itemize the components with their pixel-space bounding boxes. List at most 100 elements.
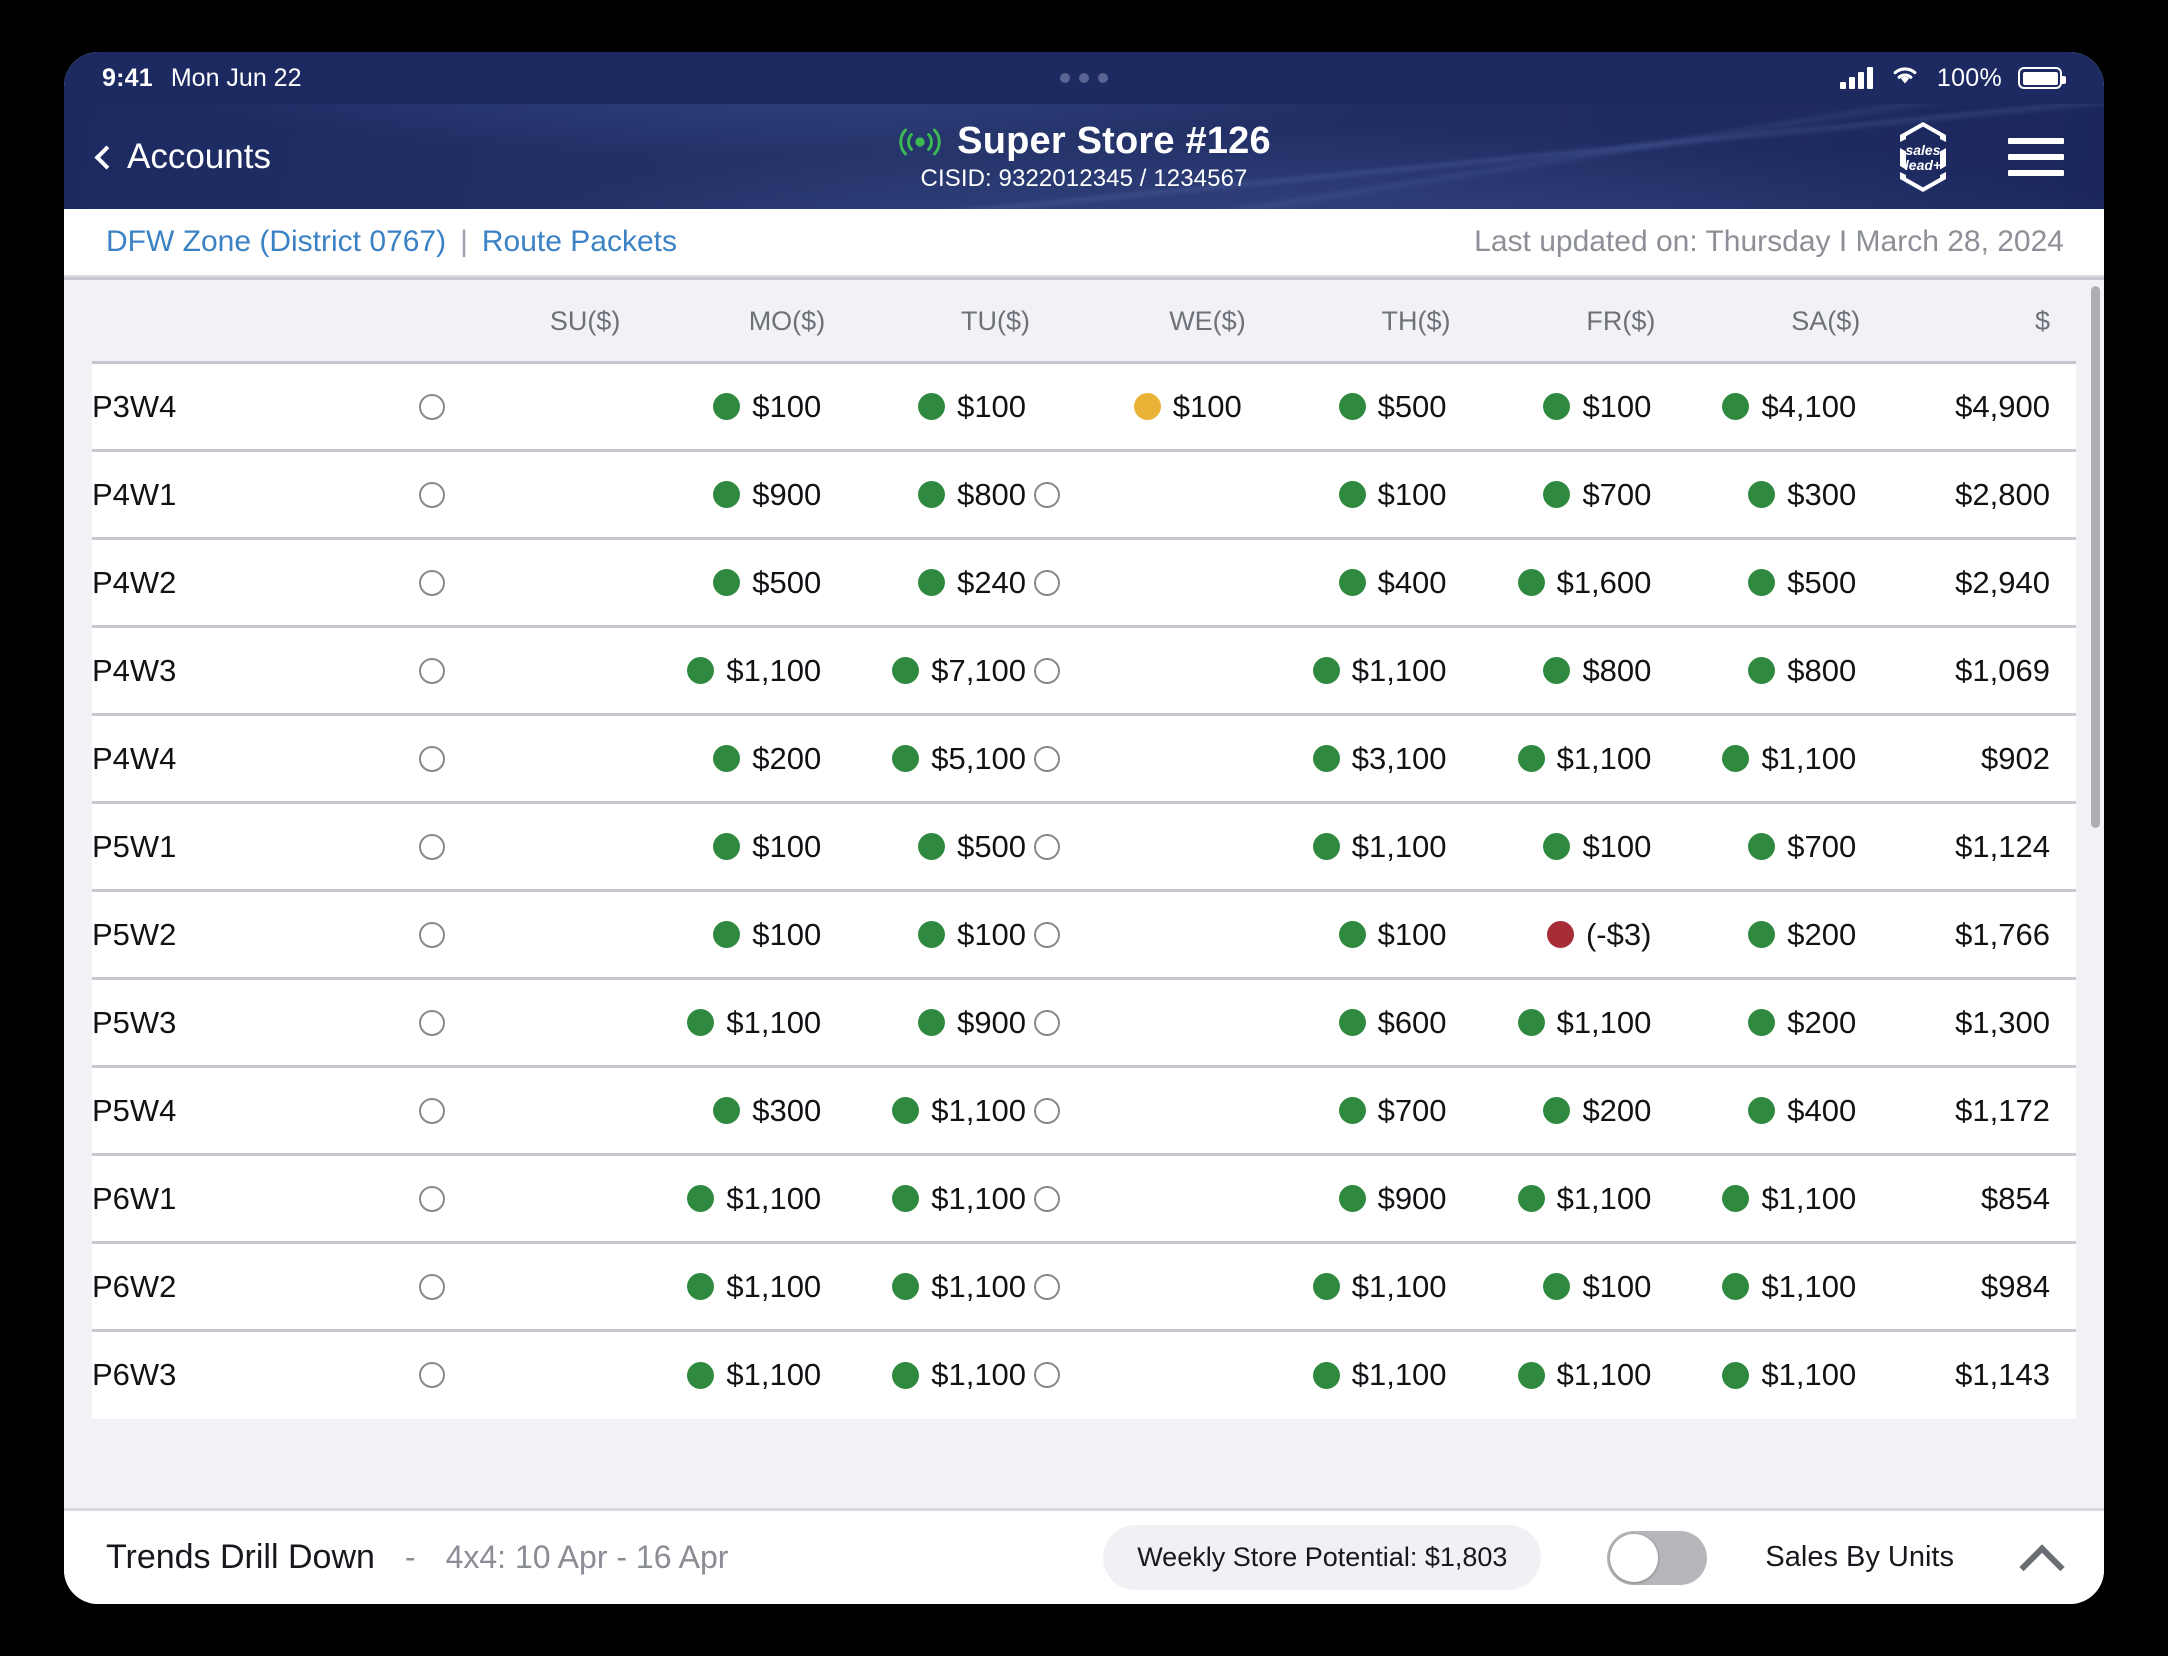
day-cell[interactable]: $1,100	[1450, 1154, 1656, 1244]
day-cell[interactable]: $700	[1245, 1066, 1451, 1156]
day-cell[interactable]	[1030, 802, 1246, 892]
day-cell[interactable]: $100	[620, 802, 826, 892]
day-cell[interactable]	[415, 362, 621, 452]
day-cell[interactable]: $1,100	[1655, 714, 1861, 804]
day-cell[interactable]: $1,100	[1245, 802, 1451, 892]
day-cell[interactable]: $1,100	[620, 978, 826, 1068]
day-cell[interactable]	[415, 890, 621, 980]
day-cell[interactable]: $3,100	[1245, 714, 1451, 804]
day-cell[interactable]: $1,600	[1450, 538, 1656, 628]
day-cell[interactable]: $1,100	[825, 1330, 1031, 1419]
day-cell[interactable]: $100	[620, 890, 826, 980]
breadcrumb-route-packets-link[interactable]: Route Packets	[481, 225, 677, 258]
day-cell[interactable]: $500	[1245, 362, 1451, 452]
day-cell[interactable]: $1,100	[1245, 1330, 1451, 1419]
day-cell[interactable]: $200	[620, 714, 826, 804]
day-cell[interactable]: $1,100	[1655, 1242, 1861, 1332]
day-cell[interactable]: $4,100	[1655, 362, 1861, 452]
day-cell[interactable]	[1030, 1242, 1246, 1332]
day-cell[interactable]	[1030, 626, 1246, 716]
day-cell[interactable]: $240	[825, 538, 1031, 628]
day-cell[interactable]	[415, 802, 621, 892]
day-cell[interactable]	[1030, 1154, 1246, 1244]
day-cell[interactable]	[415, 450, 621, 540]
table-row[interactable]: P4W1 $900 $800 $100 $700 $300 $2,800	[92, 450, 2076, 540]
day-cell[interactable]: $100	[1450, 1242, 1656, 1332]
day-cell[interactable]	[1030, 538, 1246, 628]
sales-by-units-toggle[interactable]	[1607, 1530, 1708, 1585]
day-cell[interactable]	[1030, 450, 1246, 540]
day-cell[interactable]: $800	[825, 450, 1031, 540]
day-cell[interactable]	[1030, 978, 1246, 1068]
table-row[interactable]: P6W3 $1,100 $1,100 $1,100 $1,100 $1,100 $1,143	[92, 1330, 2076, 1419]
day-cell[interactable]: (-$3)	[1450, 890, 1656, 980]
day-cell[interactable]: $1,100	[825, 1066, 1031, 1156]
day-cell[interactable]: $1,100	[620, 1154, 826, 1244]
day-cell[interactable]	[415, 1242, 621, 1332]
day-cell[interactable]	[415, 538, 621, 628]
day-cell[interactable]: $1,100	[1655, 1330, 1861, 1419]
day-cell[interactable]: $500	[1655, 538, 1861, 628]
day-cell[interactable]	[1030, 1330, 1246, 1419]
breadcrumb-zone-link[interactable]: DFW Zone (District 0767)	[106, 225, 447, 258]
day-cell[interactable]	[415, 1330, 621, 1419]
table-row[interactable]: P5W1 $100 $500 $1,100 $100 $700 $1,124	[92, 802, 2076, 892]
day-cell[interactable]: $1,100	[825, 1242, 1031, 1332]
day-cell[interactable]	[1030, 890, 1246, 980]
table-row[interactable]: P6W2 $1,100 $1,100 $1,100 $100 $1,100 $984	[92, 1242, 2076, 1332]
day-cell[interactable]: $1,100	[1655, 1154, 1861, 1244]
back-to-accounts-button[interactable]: Accounts	[94, 137, 271, 177]
day-cell[interactable]: $900	[825, 978, 1031, 1068]
day-cell[interactable]: $800	[1450, 626, 1656, 716]
day-cell[interactable]: $5,100	[825, 714, 1031, 804]
day-cell[interactable]: $400	[1245, 538, 1451, 628]
table-row[interactable]: P4W4 $200 $5,100 $3,100 $1,100 $1,100 $902	[92, 714, 2076, 804]
day-cell[interactable]	[415, 626, 621, 716]
table-row[interactable]: P4W2 $500 $240 $400 $1,600 $500 $2,940	[92, 538, 2076, 628]
day-cell[interactable]: $100	[1245, 450, 1451, 540]
day-cell[interactable]: $100	[1450, 802, 1656, 892]
day-cell[interactable]	[1030, 714, 1246, 804]
day-cell[interactable]	[1030, 1066, 1246, 1156]
day-cell[interactable]	[415, 714, 621, 804]
day-cell[interactable]: $100	[1450, 362, 1656, 452]
day-cell[interactable]: $700	[1450, 450, 1656, 540]
day-cell[interactable]: $500	[620, 538, 826, 628]
sales-grid-scroll[interactable]: SU($) MO($) TU($) WE($) TH($) FR($) SA($) $ P3W…	[64, 280, 2104, 1508]
day-cell[interactable]: $1,100	[1450, 714, 1656, 804]
day-cell[interactable]: $500	[825, 802, 1031, 892]
day-cell[interactable]	[415, 1154, 621, 1244]
vertical-scrollbar[interactable]	[2091, 286, 2100, 1465]
day-cell[interactable]: $200	[1655, 978, 1861, 1068]
day-cell[interactable]: $700	[1655, 802, 1861, 892]
table-row[interactable]: P3W4 $100 $100 $100 $500 $100 $4,100 $4,900	[92, 362, 2076, 452]
day-cell[interactable]: $100	[1245, 890, 1451, 980]
day-cell[interactable]: $1,100	[1450, 1330, 1656, 1419]
table-row[interactable]: P5W4 $300 $1,100 $700 $200 $400 $1,172	[92, 1066, 2076, 1156]
weekly-store-potential-badge[interactable]: Weekly Store Potential: $1,803	[1103, 1525, 1542, 1590]
day-cell[interactable]	[415, 978, 621, 1068]
chevron-up-icon[interactable]	[2022, 1539, 2060, 1577]
day-cell[interactable]: $1,100	[1245, 1242, 1451, 1332]
table-row[interactable]: P5W3 $1,100 $900 $600 $1,100 $200 $1,300	[92, 978, 2076, 1068]
day-cell[interactable]: $600	[1245, 978, 1451, 1068]
day-cell[interactable]: $100	[825, 890, 1031, 980]
sales-lead-logo[interactable]: sales lead+	[1884, 118, 1962, 196]
day-cell[interactable]: $200	[1655, 890, 1861, 980]
day-cell[interactable]: $1,100	[1245, 626, 1451, 716]
day-cell[interactable]: $800	[1655, 626, 1861, 716]
day-cell[interactable]: $1,100	[825, 1154, 1031, 1244]
day-cell[interactable]: $1,100	[620, 626, 826, 716]
hamburger-menu-icon[interactable]	[2008, 137, 2064, 176]
day-cell[interactable]: $400	[1655, 1066, 1861, 1156]
table-row[interactable]: P6W1 $1,100 $1,100 $900 $1,100 $1,100 $854	[92, 1154, 2076, 1244]
table-row[interactable]: P4W3 $1,100 $7,100 $1,100 $800 $800 $1,069	[92, 626, 2076, 716]
day-cell[interactable]: $300	[1655, 450, 1861, 540]
day-cell[interactable]: $100	[1030, 362, 1246, 452]
day-cell[interactable]: $1,100	[620, 1330, 826, 1419]
day-cell[interactable]: $7,100	[825, 626, 1031, 716]
day-cell[interactable]: $300	[620, 1066, 826, 1156]
day-cell[interactable]: $200	[1450, 1066, 1656, 1156]
table-row[interactable]: P5W2 $100 $100 $100 (-$3) $200 $1,766	[92, 890, 2076, 980]
day-cell[interactable]: $1,100	[620, 1242, 826, 1332]
